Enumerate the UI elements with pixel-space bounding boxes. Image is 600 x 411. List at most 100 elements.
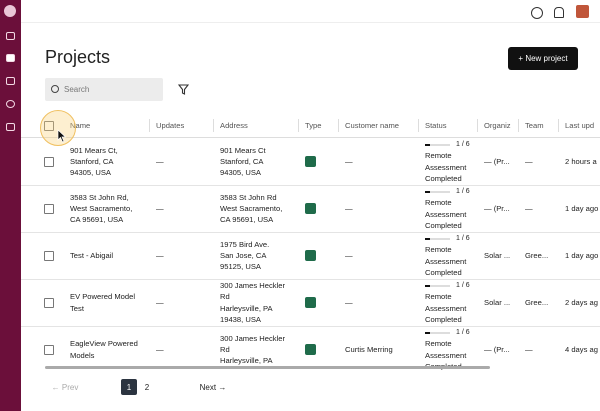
customer-cell: — <box>345 297 353 307</box>
column-divider <box>149 119 150 132</box>
progress: 1 / 6 <box>425 280 480 291</box>
filter-icon[interactable] <box>178 84 189 95</box>
row-checkbox[interactable] <box>44 157 54 167</box>
table-header: Name Updates Address Type Customer name Statu… <box>21 114 600 138</box>
nav-icon[interactable] <box>6 100 15 108</box>
address-line: 94305, USA <box>220 168 261 178</box>
address-line: San Jose, CA <box>220 250 267 260</box>
status-line: Remote <box>425 292 452 302</box>
name-cell: Test - Abigail <box>70 232 150 279</box>
row-checkbox[interactable] <box>44 298 54 308</box>
status-line: Assessment <box>425 256 467 266</box>
address-line: 3583 St John Rd <box>220 192 277 202</box>
prev-button[interactable]: ← Prev <box>51 382 79 392</box>
column-divider <box>213 119 214 132</box>
name-line: Test <box>70 303 84 313</box>
org-cell: Solar ... <box>484 250 511 260</box>
status-line: Assessment <box>425 303 467 313</box>
status-line: Completed <box>425 220 462 230</box>
logo <box>4 5 16 17</box>
name-line: EagleView Powered <box>70 339 138 349</box>
status-line: Completed <box>425 314 462 324</box>
table-row[interactable]: EagleView Powered Models — 300 James Heckle… <box>21 326 600 370</box>
address-cell: 3583 St John Rd West Sacramento, CA 95691,… <box>220 185 300 232</box>
table-row[interactable]: 3583 St John Rd, West Sacramento, CA 95691… <box>21 185 600 233</box>
column-header[interactable]: Address <box>220 120 248 130</box>
progress: 1 / 6 <box>425 233 480 244</box>
status-line: Completed <box>425 361 480 370</box>
house-icon <box>305 203 316 214</box>
page-title: Projects <box>45 47 111 67</box>
search-input[interactable]: Search <box>45 78 163 101</box>
progress-bar <box>425 143 450 146</box>
updates-cell: — <box>156 297 164 307</box>
search-icon <box>51 85 59 93</box>
help-icon[interactable] <box>531 7 543 19</box>
column-divider <box>298 119 299 132</box>
row-checkbox[interactable] <box>44 251 54 261</box>
type-cell <box>305 279 335 326</box>
avatar[interactable] <box>576 5 589 18</box>
name-line: 94305, USA <box>70 168 111 178</box>
new-project-button[interactable]: + New project <box>508 47 578 70</box>
address-line: 1975 Bird Ave. <box>220 239 270 249</box>
column-header[interactable]: Name <box>70 120 91 130</box>
next-button[interactable]: Next → <box>199 382 227 392</box>
address-line: Rd <box>220 292 230 302</box>
progress-text: 1 / 6 <box>456 281 470 289</box>
prev-label: Prev <box>61 382 79 392</box>
address-line: Harleysville, PA <box>220 303 273 313</box>
cursor-highlight <box>40 110 76 146</box>
column-header[interactable]: Updates <box>156 120 185 130</box>
page-button[interactable]: 2 <box>144 382 150 392</box>
column-header[interactable]: Organiz <box>484 120 511 130</box>
column-header[interactable]: Team <box>525 120 544 130</box>
column-header[interactable]: Customer name <box>345 120 400 130</box>
table-row[interactable]: EV Powered Model Test — 300 James Heckler Rd… <box>21 279 600 327</box>
next-label: Next <box>199 382 217 392</box>
progress-bar <box>425 331 450 334</box>
nav-icon[interactable] <box>6 54 15 62</box>
nav-icon[interactable] <box>6 123 15 131</box>
team-cell: — <box>525 156 533 166</box>
house-icon <box>305 344 316 355</box>
name-line: 3583 St John Rd, <box>70 192 129 202</box>
address-line: Harleysville, PA <box>220 356 273 366</box>
type-cell <box>305 185 335 232</box>
address-cell: 901 Mears Ct Stanford, CA 94305, USA <box>220 138 300 185</box>
type-cell <box>305 138 335 185</box>
org-cell: — (Pr... <box>484 156 510 166</box>
progress-bar <box>425 284 450 287</box>
row-checkbox[interactable] <box>44 345 54 355</box>
nav-icon[interactable] <box>6 77 15 85</box>
scrollbar[interactable] <box>45 366 490 369</box>
team-cell: Gree... <box>525 250 549 260</box>
column-header[interactable]: Last upd <box>565 120 595 130</box>
address-line: Rd <box>220 344 230 354</box>
bell-icon[interactable] <box>554 7 564 18</box>
page-button[interactable]: 1 <box>121 379 137 395</box>
progress: 1 / 6 <box>425 186 480 197</box>
column-header[interactable]: Status <box>425 120 447 130</box>
address-line: CA 95691, USA <box>220 215 274 225</box>
customer-cell: — <box>345 203 353 213</box>
last-update-cell: 2 hours a <box>565 156 597 166</box>
column-divider <box>518 119 519 132</box>
column-divider <box>477 119 478 132</box>
updates-cell: — <box>156 250 164 260</box>
search-placeholder: Search <box>64 85 90 94</box>
nav-icon[interactable] <box>6 32 15 40</box>
progress: 1 / 6 <box>425 327 480 338</box>
progress-text: 1 / 6 <box>456 140 470 148</box>
customer-cell: — <box>345 156 353 166</box>
table-row[interactable]: Test - Abigail — 1975 Bird Ave. San Jose, C… <box>21 232 600 280</box>
table-row[interactable]: 901 Mears Ct, Stanford, CA 94305, USA —901 … <box>21 138 600 186</box>
status-line: Remote <box>425 245 452 255</box>
status-line: Assessment <box>425 162 467 172</box>
column-header[interactable]: Type <box>305 120 322 130</box>
row-checkbox[interactable] <box>44 204 54 214</box>
